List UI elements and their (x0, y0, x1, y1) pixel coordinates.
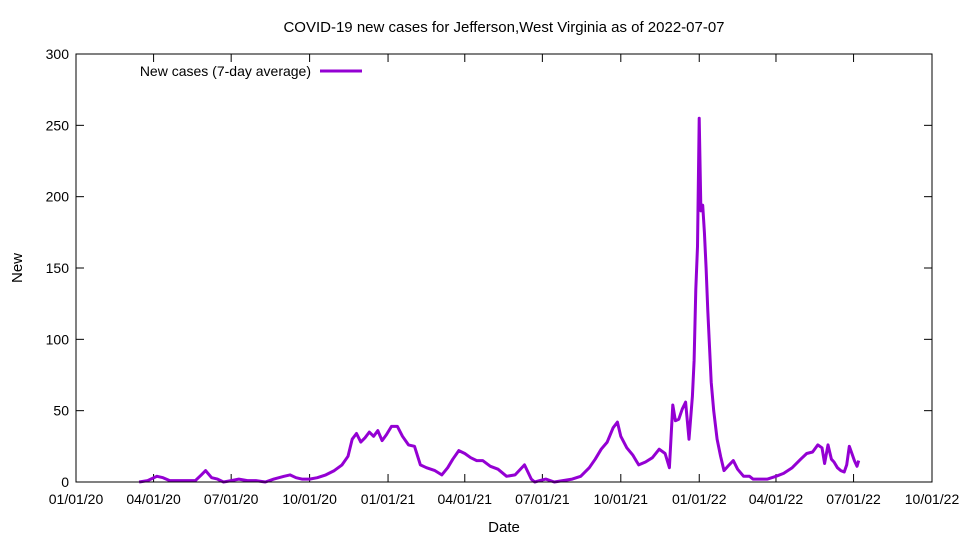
chart-title: COVID-19 new cases for Jefferson,West Vi… (283, 19, 724, 36)
y-tick-label: 250 (46, 117, 70, 133)
x-tick-label: 04/01/21 (438, 491, 493, 507)
x-tick-label: 07/01/21 (515, 491, 570, 507)
y-tick-label: 50 (53, 403, 69, 419)
series-layer (138, 116, 861, 484)
x-tick-label: 07/01/22 (826, 491, 881, 507)
x-tick-label: 01/01/21 (361, 491, 416, 507)
series-line-0 (138, 116, 861, 484)
y-axis-ticks: 0 50 100 150 200 250 300 (46, 46, 932, 490)
y-tick-label: 300 (46, 46, 70, 62)
y-tick-label: 150 (46, 260, 70, 276)
legend: New cases (7-day average) (140, 63, 362, 79)
legend-label: New cases (7-day average) (140, 63, 311, 79)
x-axis-label: Date (488, 519, 520, 536)
x-tick-label: 01/01/20 (49, 491, 104, 507)
y-tick-label: 200 (46, 189, 70, 205)
x-tick-label: 10/01/22 (905, 491, 960, 507)
y-tick-label: 100 (46, 331, 70, 347)
x-tick-label: 01/01/22 (672, 491, 727, 507)
x-tick-label: 10/01/21 (594, 491, 649, 507)
x-axis-ticks: 01/01/20 04/01/20 07/01/20 10/01/20 01/01/21… (49, 54, 960, 507)
y-axis-label: New (9, 253, 26, 283)
x-tick-label: 04/01/22 (749, 491, 804, 507)
x-tick-label: 04/01/20 (126, 491, 181, 507)
x-tick-label: 07/01/20 (204, 491, 259, 507)
plot-frame (75, 53, 933, 483)
y-tick-label: 0 (61, 474, 69, 490)
x-tick-label: 10/01/20 (282, 491, 337, 507)
